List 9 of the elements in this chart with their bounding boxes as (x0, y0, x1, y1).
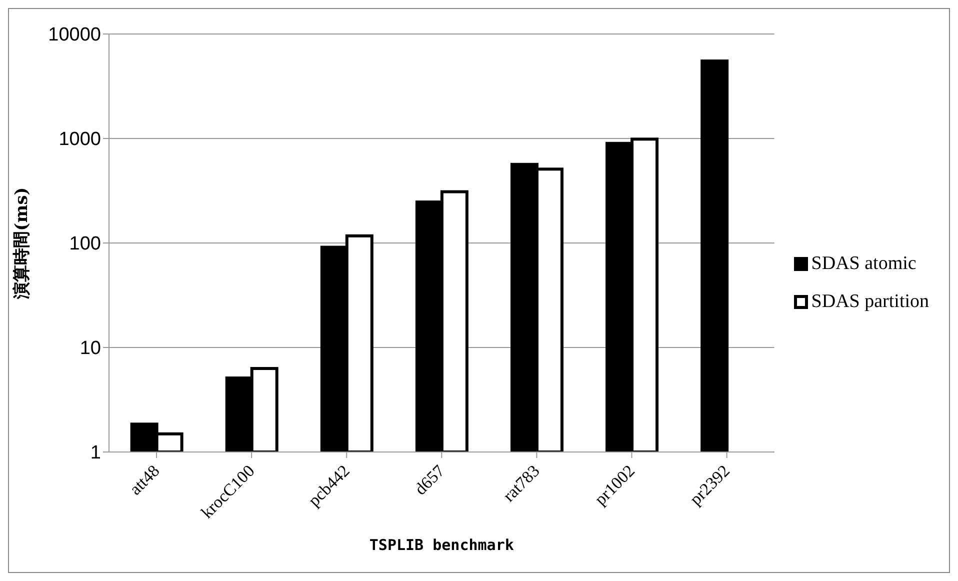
y-tick-label: 1000 (58, 129, 101, 150)
legend-label: SDAS atomic (811, 252, 916, 274)
y-tick-label: 10000 (48, 24, 101, 46)
y-tick-label: 10 (80, 338, 101, 360)
y-tick-label: 1 (90, 442, 101, 464)
y-axis-title: 演算時間(ms) (12, 187, 32, 300)
y-tick-label: 100 (69, 234, 101, 255)
x-axis-title: TSPLIB benchmark (369, 536, 514, 554)
legend-label: SDAS partition (811, 290, 929, 312)
